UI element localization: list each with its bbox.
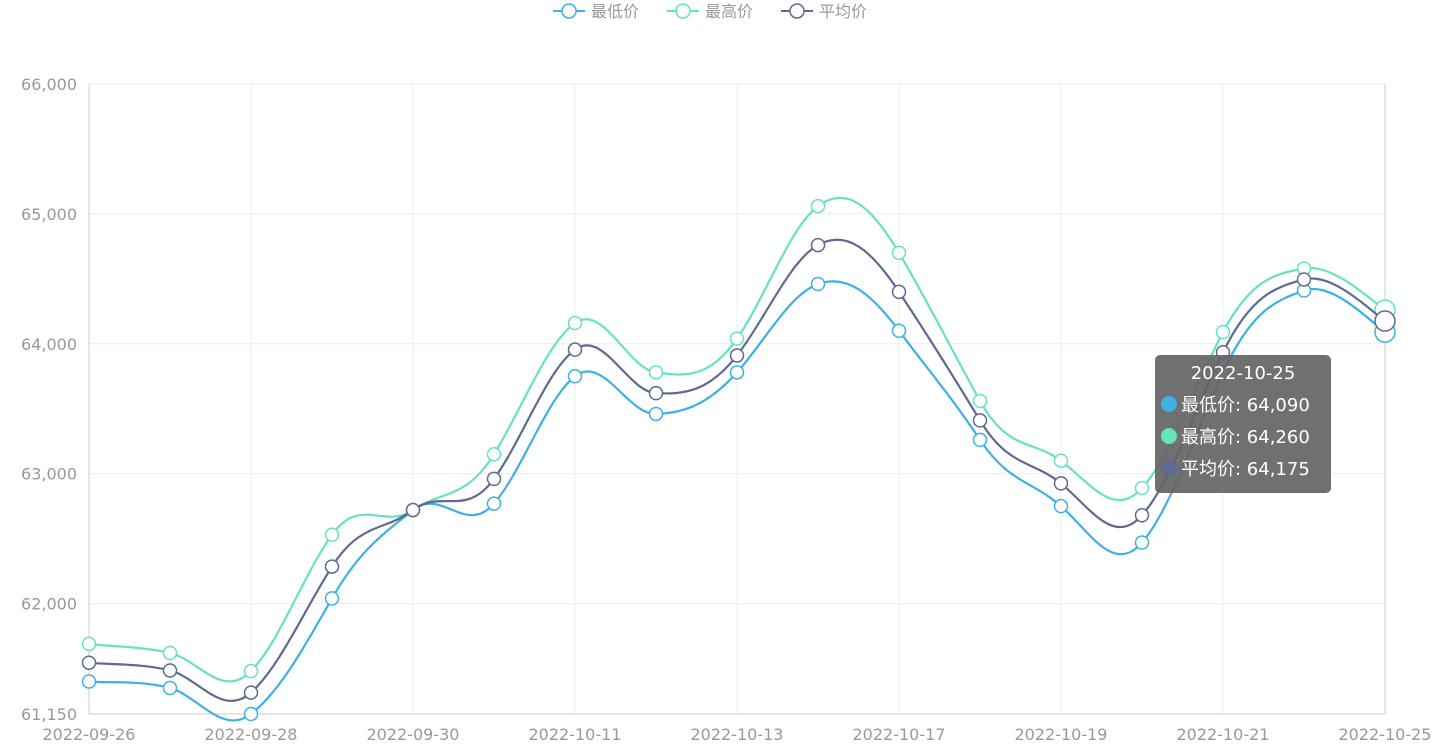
y-tick-label: 63,000 bbox=[21, 465, 77, 484]
data-point bbox=[972, 432, 988, 448]
data-point bbox=[1053, 498, 1069, 514]
data-point bbox=[162, 663, 178, 678]
x-tick-label: 2022-10-13 bbox=[691, 725, 784, 744]
data-point bbox=[324, 527, 340, 542]
y-tick-label: 66,000 bbox=[21, 75, 77, 94]
x-tick-label: 2022-10-25 bbox=[1339, 725, 1432, 744]
data-point bbox=[1134, 535, 1150, 550]
data-point bbox=[1374, 310, 1396, 332]
x-tick-label: 2022-09-28 bbox=[205, 725, 298, 744]
data-point bbox=[405, 502, 421, 518]
data-point bbox=[891, 323, 907, 339]
tooltip-row-high: 最高价: 64,260 bbox=[1161, 420, 1325, 452]
legend-marker-icon bbox=[675, 3, 691, 19]
tooltip-row-low: 最低价: 64,090 bbox=[1161, 388, 1325, 420]
y-tick-label: 61,150 bbox=[21, 705, 77, 724]
tooltip-value: 最高价: 64,260 bbox=[1181, 427, 1310, 448]
y-tick-label: 64,000 bbox=[21, 335, 77, 354]
data-point bbox=[810, 276, 826, 292]
data-point bbox=[567, 342, 583, 357]
series-dot-icon bbox=[1161, 460, 1177, 476]
data-point bbox=[891, 284, 907, 300]
data-point bbox=[567, 369, 583, 384]
data-point bbox=[81, 655, 97, 670]
data-point bbox=[648, 385, 664, 401]
data-point bbox=[648, 406, 664, 422]
legend-label: 最高价 bbox=[705, 2, 753, 21]
data-point bbox=[324, 591, 340, 606]
data-point bbox=[1134, 508, 1150, 523]
data-point bbox=[243, 685, 259, 700]
series-dot-icon bbox=[1161, 396, 1177, 412]
x-tick-label: 2022-10-17 bbox=[853, 725, 946, 744]
x-tick-label: 2022-10-19 bbox=[1015, 725, 1108, 744]
x-tick-label: 2022-09-30 bbox=[367, 725, 460, 744]
data-point bbox=[486, 446, 502, 462]
data-point bbox=[1053, 476, 1069, 491]
data-point bbox=[648, 365, 664, 380]
tooltip-value: 平均价: 64,175 bbox=[1181, 459, 1310, 480]
legend-marker-icon bbox=[789, 3, 805, 19]
x-tick-label: 2022-09-26 bbox=[43, 725, 136, 744]
data-point bbox=[567, 315, 583, 331]
data-point bbox=[1215, 324, 1231, 340]
data-point bbox=[810, 237, 826, 253]
data-point bbox=[1296, 272, 1312, 287]
data-point bbox=[243, 706, 259, 722]
data-point bbox=[891, 245, 907, 261]
data-point bbox=[486, 496, 502, 511]
tooltip-row-avg: 平均价: 64,175 bbox=[1161, 452, 1325, 484]
data-point bbox=[162, 645, 178, 661]
data-point bbox=[81, 674, 97, 689]
data-point bbox=[243, 663, 259, 679]
series-dot-icon bbox=[1161, 428, 1177, 444]
tooltip: 2022-10-25 最低价: 64,090 最高价: 64,260 平均价: … bbox=[1155, 355, 1331, 493]
data-point bbox=[972, 393, 988, 409]
x-tick-label: 2022-10-11 bbox=[529, 725, 622, 744]
legend-marker-icon bbox=[561, 3, 577, 19]
y-tick-label: 62,000 bbox=[21, 595, 77, 614]
legend-label: 平均价 bbox=[819, 2, 867, 21]
data-point bbox=[81, 636, 97, 652]
legend-label: 最低价 bbox=[591, 2, 639, 21]
data-point bbox=[1134, 480, 1150, 496]
data-point bbox=[729, 331, 745, 346]
tooltip-value: 最低价: 64,090 bbox=[1181, 395, 1310, 416]
data-point bbox=[729, 365, 745, 380]
data-point bbox=[1053, 453, 1069, 468]
data-point bbox=[324, 559, 340, 574]
tooltip-title: 2022-10-25 bbox=[1190, 363, 1296, 384]
y-tick-label: 65,000 bbox=[21, 205, 77, 224]
x-tick-label: 2022-10-21 bbox=[1177, 725, 1270, 744]
data-point bbox=[486, 471, 502, 487]
data-point bbox=[729, 348, 745, 363]
data-point bbox=[972, 413, 988, 428]
data-point bbox=[162, 680, 178, 696]
data-point bbox=[810, 198, 826, 214]
